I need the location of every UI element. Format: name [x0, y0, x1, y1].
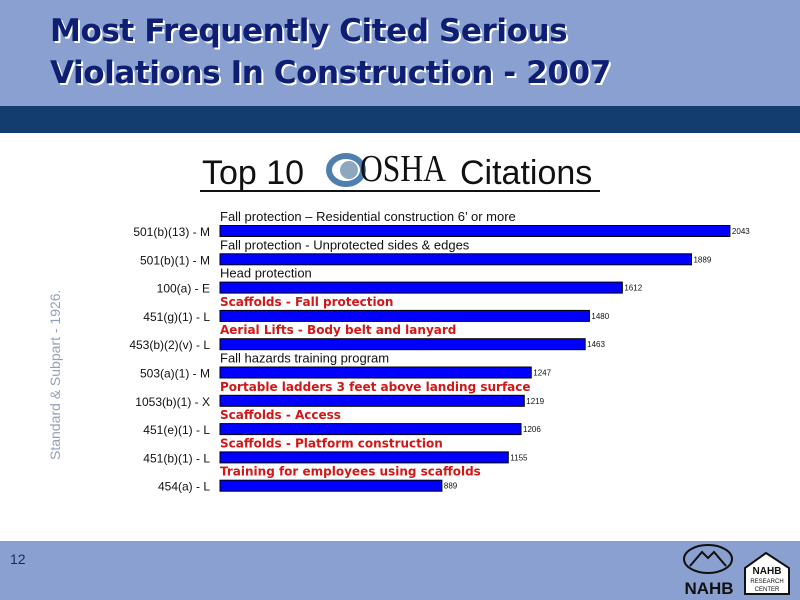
chart-title-underline: [200, 190, 600, 192]
bar: [219, 366, 532, 379]
slide-title-line1: Most Frequently Cited Serious: [50, 13, 568, 49]
header-divider-band: [0, 106, 800, 133]
category-label: 501(b)(1) - M: [140, 253, 210, 267]
slide-title-line2: Violations In Construction - 2007: [50, 55, 611, 91]
category-label: 100(a) - E: [157, 282, 210, 296]
bar: [219, 281, 623, 294]
bar-annotation: Fall protection – Residential constructi…: [220, 209, 516, 224]
bar-annotation: Training for employees using scaffolds: [220, 465, 481, 479]
value-label: 1463: [587, 340, 605, 349]
chart-title-right: Citations: [460, 154, 593, 192]
bar: [219, 394, 525, 407]
value-label: 2043: [732, 227, 750, 236]
nahb-rc-line1: NAHB: [753, 566, 782, 577]
nahb-research-center-logo: NAHB RESEARCH CENTER: [744, 551, 790, 595]
bar-annotation: Scaffolds - Platform construction: [220, 436, 443, 450]
footer-band: [0, 541, 800, 600]
category-label: 503(a)(1) - M: [140, 367, 210, 381]
bar-annotation: Fall protection - Unprotected sides & ed…: [220, 237, 470, 252]
bar: [219, 225, 731, 237]
category-label: 451(g)(1) - L: [143, 310, 210, 324]
category-label: 451(b)(1) - L: [143, 451, 210, 465]
bar: [219, 423, 522, 436]
value-label: 1889: [693, 255, 711, 264]
value-label: 1480: [591, 312, 609, 321]
bar: [219, 309, 590, 322]
category-label: 453(b)(2)(v) - L: [129, 338, 210, 352]
bar-annotation: Portable ladders 3 feet above landing su…: [220, 380, 531, 394]
nahb-rc-line2: RESEARCH: [750, 579, 783, 585]
house-icon: [689, 550, 727, 567]
value-label: 1219: [526, 397, 544, 406]
chart-title: Top 10 OSHA Citations: [200, 148, 600, 194]
bar-annotation: Scaffolds - Access: [220, 408, 341, 422]
category-label: 1053(b)(1) - X: [135, 395, 210, 409]
bar: [219, 479, 443, 492]
value-label: 1612: [624, 284, 642, 293]
nahb-logo: NAHB: [683, 544, 734, 596]
chart-title-left: Top 10: [202, 154, 305, 192]
header-band: [0, 0, 800, 106]
bar-annotation: Aerial Lifts - Body belt and lanyard: [220, 323, 456, 337]
osha-logo: OSHA: [326, 148, 446, 190]
bar-annotation: Fall hazards training program: [220, 351, 389, 366]
slide-title: Most Frequently Cited Serious Violations…: [50, 10, 750, 94]
slide-number: 12: [10, 551, 26, 567]
value-label: 1155: [510, 453, 528, 462]
value-label: 1247: [533, 369, 551, 378]
bar-annotation: Scaffolds - Fall protection: [220, 295, 393, 309]
value-label: 889: [444, 482, 458, 491]
bar: [219, 253, 692, 266]
bar: [219, 338, 586, 351]
category-label: 451(e)(1) - L: [143, 423, 210, 437]
bar-annotation: Head protection: [220, 266, 312, 281]
osha-logo-text: OSHA: [360, 148, 446, 190]
bar: [219, 451, 509, 464]
category-label: 501(b)(13) - M: [133, 225, 210, 239]
category-label: 454(a) - L: [158, 480, 210, 494]
nahb-rc-line3: CENTER: [755, 587, 780, 593]
value-label: 1206: [523, 425, 541, 434]
nahb-logo-text: NAHB: [684, 579, 733, 596]
